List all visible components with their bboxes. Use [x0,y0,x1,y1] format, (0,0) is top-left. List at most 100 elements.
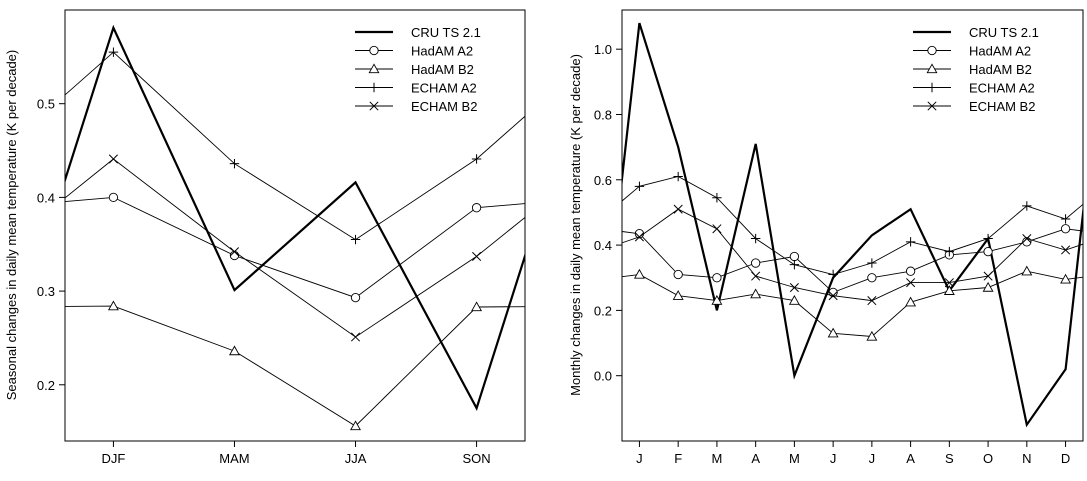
monthly-data-point [828,287,838,298]
seasonal-plot-frame [64,9,526,442]
monthly-ytick-label: 0.4 [594,238,612,253]
monthly-ylabel: Monthly changes in daily mean temperatur… [568,54,583,396]
monthly-data-point [1022,201,1032,211]
seasonal-legend-label: CRU TS 2.1 [411,25,481,40]
monthly-series-echam-b2 [622,204,1083,306]
seasonal-legend-label: HadAM A2 [411,44,473,59]
seasonal-data-point [108,192,119,203]
seasonal-data-point [471,154,482,164]
monthly-legend-marker [927,45,937,56]
monthly-legend-label: CRU TS 2.1 [969,25,1039,40]
seasonal-data-point [229,345,240,356]
monthly-data-point [673,171,683,182]
seasonal-ytick-label: 0.3 [37,284,55,299]
monthly-data-point [983,233,993,244]
seasonal-ytick-label: 0.4 [37,190,55,205]
seasonal-legend-marker [369,45,379,56]
monthly-data-point [633,268,645,279]
seasonal-data-point [471,203,482,213]
seasonal-xtick-label: MAM [219,451,249,466]
seasonal-series-hadam-a2 [65,192,525,303]
monthly-legend-marker [927,101,937,111]
seasonal-series-line [65,305,525,427]
monthly-data-point [751,258,761,268]
monthly-data-point [751,271,761,281]
monthly-data-point [789,251,800,262]
monthly-legend-marker [926,63,938,74]
seasonal-ytick-label: 0.2 [37,378,55,393]
monthly-legend-label: ECHAM A2 [969,81,1035,96]
seasonal-data-point [350,292,361,303]
monthly-data-point [867,273,877,283]
seasonal-xtick-label: DJF [101,451,125,466]
monthly-data-point [673,204,683,214]
monthly-data-point [827,327,839,338]
monthly-data-point [750,233,761,244]
monthly-data-point [943,285,955,295]
monthly-data-point [828,291,838,301]
monthly-xtick-label: M [711,451,722,466]
monthly-data-point [712,224,722,234]
monthly-xtick-label: D [1061,451,1070,466]
seasonal-ytick-label: 0.5 [37,97,55,112]
monthly-data-point [866,330,878,341]
monthly-data-point [789,259,800,270]
monthly-data-point [634,181,645,192]
monthly-data-point [711,294,723,305]
monthly-xtick-label: J [869,451,876,466]
monthly-xtick-label: N [1022,451,1031,466]
monthly-data-point [944,246,955,257]
monthly-data-point [983,271,993,281]
monthly-data-point [789,282,799,293]
seasonal-legend-label: ECHAM A2 [411,81,477,96]
seasonal-data-point [229,250,240,261]
monthly-data-point [906,278,916,288]
monthly-data-point [673,269,683,280]
monthly-data-point [905,237,916,247]
seasonal-ylabel: Seasonal changes in daily mean temperatu… [4,50,19,401]
seasonal-data-point [107,300,119,311]
monthly-xtick-label: J [636,451,643,466]
seasonal-data-point [229,158,240,169]
seasonal-plot-area [65,24,525,431]
monthly-series-line [622,176,1083,275]
seasonal-data-point [471,301,483,312]
seasonal-series-line [65,196,525,299]
seasonal-data-point [350,420,361,431]
monthly-xtick-label: F [674,451,682,466]
seasonal-legend: CRU TS 2.1 HadAM A2 HadAM B2 ECHAM A2 ECHAM … [355,25,481,114]
monthly-ytick-label: 0.0 [594,369,612,384]
monthly-series-hadam-b2 [622,265,1083,341]
seasonal-series-line [65,24,525,412]
monthly-data-point [1022,234,1032,244]
seasonal-chart: 0.2 0.3 0.4 0.5 DJF MAM JJA SON Seasonal changes… [4,9,526,466]
monthly-ytick-label: 1.0 [594,42,612,57]
seasonal-data-point [108,154,118,164]
monthly-data-point [828,269,838,280]
monthly-data-point [1060,273,1072,284]
monthly-chart: 0.0 0.2 0.4 0.6 0.8 1.0 J F M A M J J A S O N D Monthly ch… [568,9,1084,466]
monthly-data-point [1060,214,1071,224]
monthly-legend-label: ECHAM B2 [969,99,1035,114]
monthly-legend-label: HadAM A2 [969,44,1031,59]
seasonal-legend-marker [369,82,379,93]
monthly-ytick-label: 0.8 [594,107,612,122]
seasonal-series-echam-b2 [65,154,525,342]
monthly-series-line [622,208,1083,302]
monthly-data-point [905,296,917,307]
seasonal-xtick-label: JJA [345,451,367,466]
monthly-data-point [944,278,954,288]
seasonal-data-point [229,247,240,257]
monthly-series-cru-ts-2-1 [622,22,1083,428]
seasonal-xtick-label: SON [462,451,490,466]
monthly-ytick-label: 0.2 [594,303,612,318]
monthly-xtick-label: J [830,451,837,466]
seasonal-series-line [65,158,525,338]
monthly-plot-area [622,22,1083,428]
monthly-xtick-label: O [983,451,993,466]
seasonal-series-line [65,51,525,241]
seasonal-data-point [108,47,119,57]
seasonal-series-cru-ts-2-1 [65,24,525,412]
